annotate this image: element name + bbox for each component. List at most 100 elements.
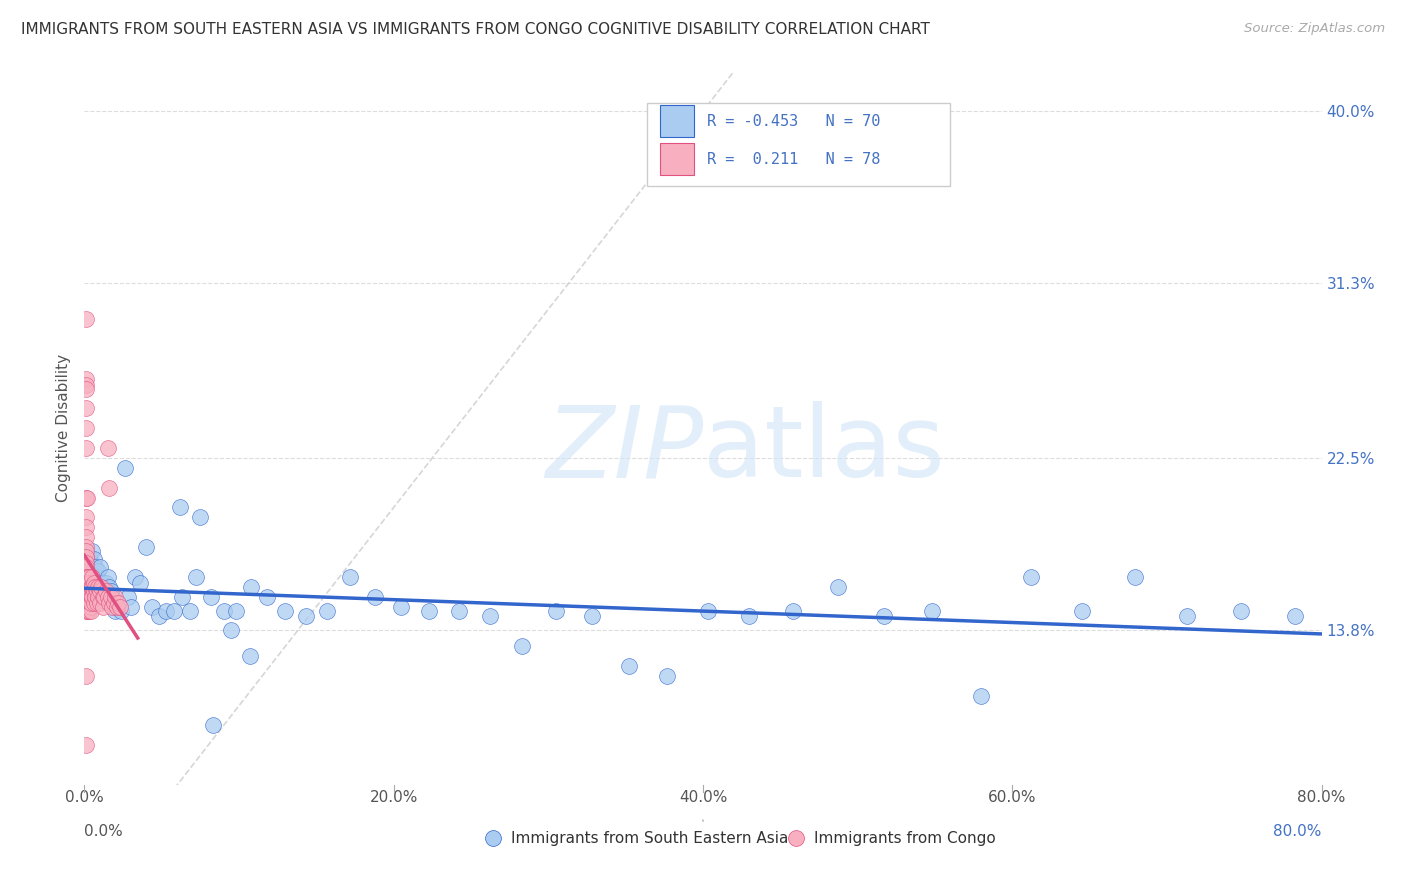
Point [89,596,111,610]
Point [179,603,201,617]
Point [84,590,107,604]
Point [617,659,640,673]
Point [83,583,105,598]
Point [101,590,124,604]
Point [76,596,98,610]
Text: 0.0%: 0.0% [84,824,124,839]
Point [200,590,222,604]
Point [169,500,191,515]
Point [188,510,211,524]
Point [75,312,97,326]
Point [696,603,718,617]
Point [782,603,804,617]
Point [76,570,98,584]
Point [124,570,146,584]
Point [79,580,101,594]
Point [76,599,98,614]
Point [77,596,100,610]
Point [93,583,115,598]
Point [84,580,107,594]
Text: Immigrants from South Eastern Asia: Immigrants from South Eastern Asia [512,831,789,846]
Text: Immigrants from Congo: Immigrants from Congo [814,831,995,846]
Point [921,603,943,617]
Point [184,570,207,584]
Point [105,599,128,614]
Point [581,609,603,624]
Point [104,590,127,604]
Point [76,590,98,604]
Point [94,583,117,598]
Point [86,583,108,598]
Point [219,624,242,638]
Point [82,580,104,594]
Point [100,590,122,604]
Point [1123,570,1146,584]
Point [75,377,97,392]
Point [107,596,129,610]
Point [89,583,111,598]
Point [478,609,501,624]
Point [75,590,97,604]
Point [1284,609,1306,624]
Point [120,599,142,614]
Point [76,491,98,505]
Point [447,603,470,617]
Point [657,669,679,683]
Point [96,441,118,455]
Point [90,580,112,594]
Point [103,596,125,610]
Point [114,460,136,475]
Point [75,371,97,385]
Point [75,491,97,505]
Point [75,669,97,683]
Point [104,603,127,617]
Point [240,580,263,594]
Point [75,544,97,558]
Point [418,603,440,617]
Point [83,552,105,566]
Point [96,570,118,584]
Text: atlas: atlas [703,401,945,498]
Point [75,549,97,564]
Point [77,570,100,584]
Point [87,564,110,578]
Point [76,603,98,617]
Point [110,603,132,617]
Point [79,556,101,570]
Point [141,599,163,614]
Point [76,580,98,594]
Point [75,510,97,524]
Point [75,530,97,544]
Point [75,739,97,753]
Point [100,583,122,598]
Point [274,603,297,617]
Point [83,575,105,590]
Point [91,575,114,590]
Point [1019,570,1042,584]
Point [1071,603,1094,617]
Point [77,583,100,598]
Point [87,580,110,594]
Point [75,570,97,584]
Point [76,603,98,617]
Point [76,575,98,590]
Point [970,689,993,703]
Point [96,590,118,604]
Point [103,599,125,614]
Point [98,481,121,495]
Text: R = -0.453   N = 70: R = -0.453 N = 70 [707,114,880,128]
Point [546,603,568,617]
Point [155,603,177,617]
Point [91,590,114,604]
Point [98,596,121,610]
Point [163,603,186,617]
Point [225,603,247,617]
Point [87,590,110,604]
Point [1230,603,1253,617]
Text: R =  0.211   N = 78: R = 0.211 N = 78 [707,152,880,167]
Point [201,718,224,732]
Point [77,583,100,598]
Text: IMMIGRANTS FROM SOUTH EASTERN ASIA VS IMMIGRANTS FROM CONGO COGNITIVE DISABILITY: IMMIGRANTS FROM SOUTH EASTERN ASIA VS IM… [21,22,929,37]
Point [76,603,98,617]
Point [79,599,101,614]
